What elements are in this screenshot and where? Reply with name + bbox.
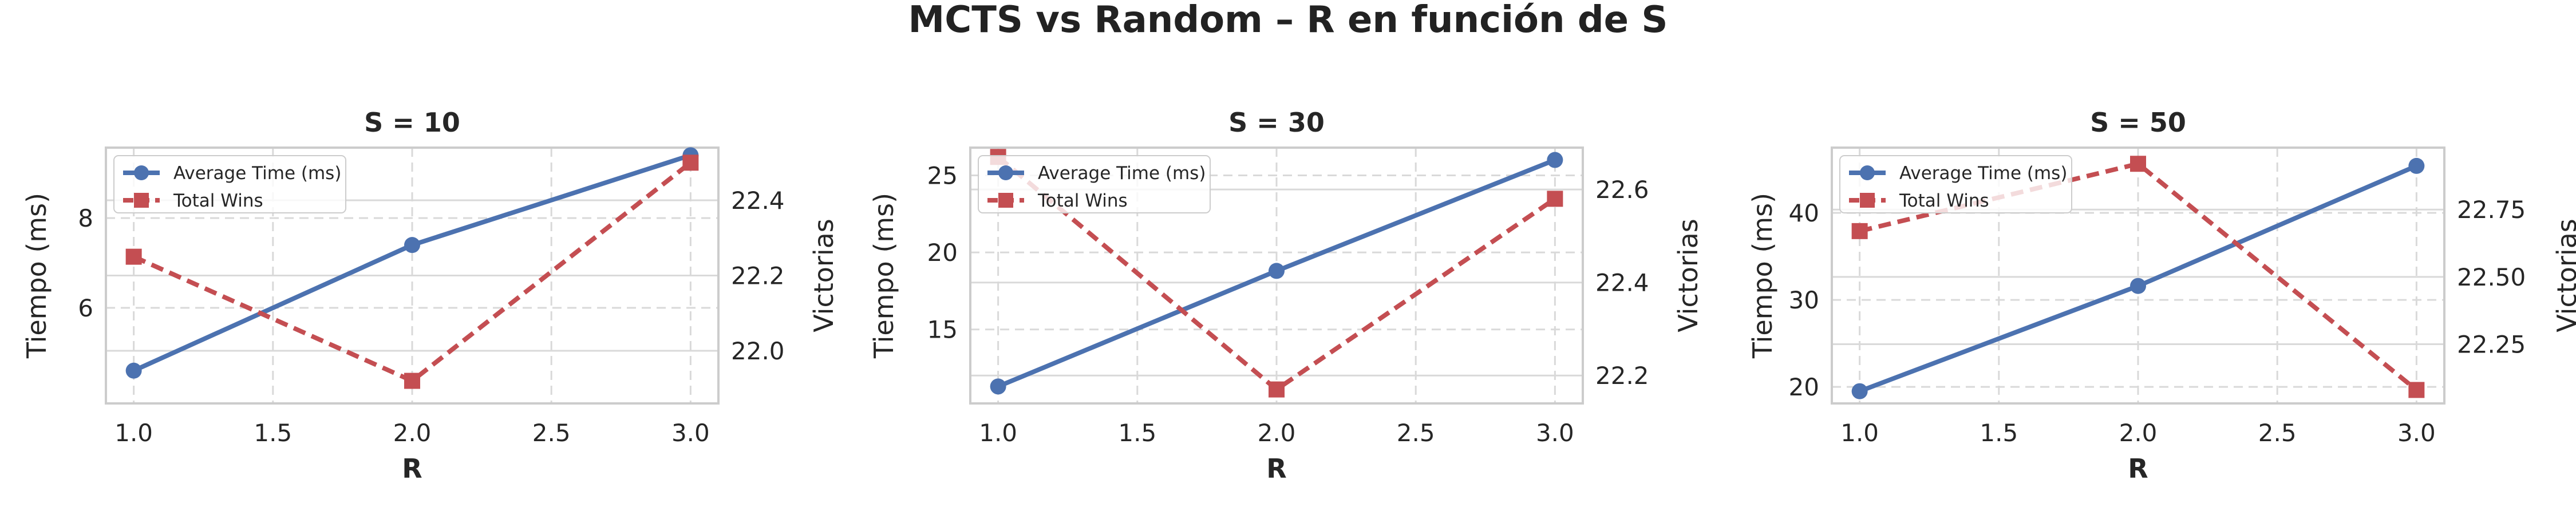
axes-frame: [105, 146, 720, 405]
legend-marker-wins: [998, 193, 1013, 208]
y-tick-label: 25: [927, 161, 958, 189]
legend-marker-wins: [1860, 193, 1875, 208]
wins-series-line: [133, 161, 692, 383]
legend: Average Time (ms) Total Wins: [978, 155, 1211, 213]
y2-tick-label: 22.25: [2457, 330, 2526, 358]
figure-title: MCTS vs Random – R en función de S: [908, 0, 1668, 41]
y-tick-label: 15: [927, 316, 958, 344]
x-axis-label: R: [402, 453, 422, 484]
time-data-point: [1547, 152, 1563, 168]
subplot-s2: S = 50 1.0 1.5 2.0 2.5 3.0 R 20 30 40 Tiempo (ms) 2…: [1747, 107, 2576, 484]
y-axis-label: Tiempo (ms): [868, 193, 899, 359]
x-tick-label: 3.0: [671, 419, 710, 447]
x-tick-label: 2.0: [1258, 419, 1296, 447]
x-tick-label: 2.5: [1397, 419, 1435, 447]
subplot-title: S = 10: [364, 107, 460, 138]
y2-tick-label: 22.6: [1595, 176, 1649, 204]
wins-data-point: [1547, 191, 1563, 207]
subplot-s0: S = 10 1.0 1.5 2.0 2.5 3.0 R 6 8 Tiempo (ms) 22.0 2…: [21, 107, 839, 484]
y2-tick-label: 22.50: [2457, 263, 2526, 291]
y-axis-label: Tiempo (ms): [1747, 193, 1778, 359]
legend-label-wins: Total Wins: [1037, 191, 1128, 211]
y-axis-label: Tiempo (ms): [21, 193, 52, 359]
y-tick-label: 40: [1789, 199, 1819, 227]
wins-data-point: [1269, 381, 1285, 398]
time-data-point: [1269, 263, 1285, 279]
y2-tick-label: 22.4: [731, 187, 785, 215]
legend-box: [1839, 155, 2072, 213]
y-tick-label: 30: [1789, 286, 1819, 314]
x-axis-label: R: [2128, 453, 2148, 484]
y2-tick-label: 22.4: [1595, 269, 1649, 297]
y-tick-label: 8: [78, 204, 93, 232]
y2-tick-label: 22.0: [731, 337, 785, 365]
legend-marker-wins: [134, 193, 149, 208]
axes-frame: [969, 146, 1584, 405]
time-data-point: [2130, 278, 2146, 294]
axes-frame: [1831, 146, 2445, 405]
x-tick-label: 1.5: [254, 419, 292, 447]
x-tick-label: 2.5: [2258, 419, 2297, 447]
legend-label-time: Average Time (ms): [1899, 163, 2067, 184]
x-tick-label: 3.0: [1536, 419, 1574, 447]
subplot-s1: S = 30 1.0 1.5 2.0 2.5 3.0 R 15 20 25 Tiempo (ms) 2…: [868, 107, 1704, 484]
legend-label-wins: Total Wins: [173, 191, 263, 211]
subplot-title: S = 50: [2090, 107, 2186, 138]
x-axis-label: R: [1266, 453, 1286, 484]
x-tick-label: 3.0: [2397, 419, 2436, 447]
x-tick-label: 1.0: [1840, 419, 1879, 447]
wins-data-point: [1851, 223, 1868, 239]
x-tick-label: 1.0: [114, 419, 153, 447]
legend-label-time: Average Time (ms): [173, 163, 341, 184]
legend-marker-time: [998, 165, 1013, 180]
x-tick-label: 2.0: [393, 419, 432, 447]
wins-data-point: [682, 154, 699, 171]
time-data-point: [125, 362, 142, 379]
wins-data-point: [2408, 382, 2425, 398]
legend-marker-time: [134, 165, 149, 180]
y2-axis-label: Victorias: [2551, 219, 2576, 332]
legend-box: [113, 155, 346, 213]
x-tick-label: 1.0: [979, 419, 1017, 447]
x-tick-label: 1.5: [1118, 419, 1156, 447]
legend-marker-time: [1860, 165, 1875, 180]
x-tick-label: 2.0: [2119, 419, 2158, 447]
legend-label-time: Average Time (ms): [1038, 163, 1206, 184]
y2-tick-label: 22.2: [1595, 362, 1649, 390]
subplot-title: S = 30: [1228, 107, 1325, 138]
y2-axis-label: Victorias: [1673, 219, 1704, 332]
y-tick-label: 20: [1789, 373, 1819, 401]
wins-data-point: [2130, 156, 2146, 172]
legend: Average Time (ms) Total Wins: [113, 155, 346, 213]
x-tick-label: 2.5: [532, 419, 571, 447]
y-tick-label: 20: [927, 239, 958, 267]
legend-box: [978, 155, 1211, 213]
y2-tick-label: 22.2: [731, 262, 785, 290]
legend-label-wins: Total Wins: [1899, 191, 1989, 211]
y2-axis-label: Victorias: [808, 219, 839, 332]
y2-tick-label: 22.75: [2457, 196, 2526, 224]
x-tick-label: 1.5: [1980, 419, 2018, 447]
time-data-point: [2408, 157, 2425, 174]
time-data-point: [1851, 383, 1868, 399]
wins-series-line: [1859, 161, 2418, 392]
y-tick-label: 6: [78, 294, 93, 322]
wins-data-point: [404, 373, 420, 389]
time-data-point: [990, 378, 1006, 395]
time-data-point: [404, 237, 420, 253]
wins-data-point: [125, 248, 142, 265]
legend: Average Time (ms) Total Wins: [1839, 155, 2072, 213]
